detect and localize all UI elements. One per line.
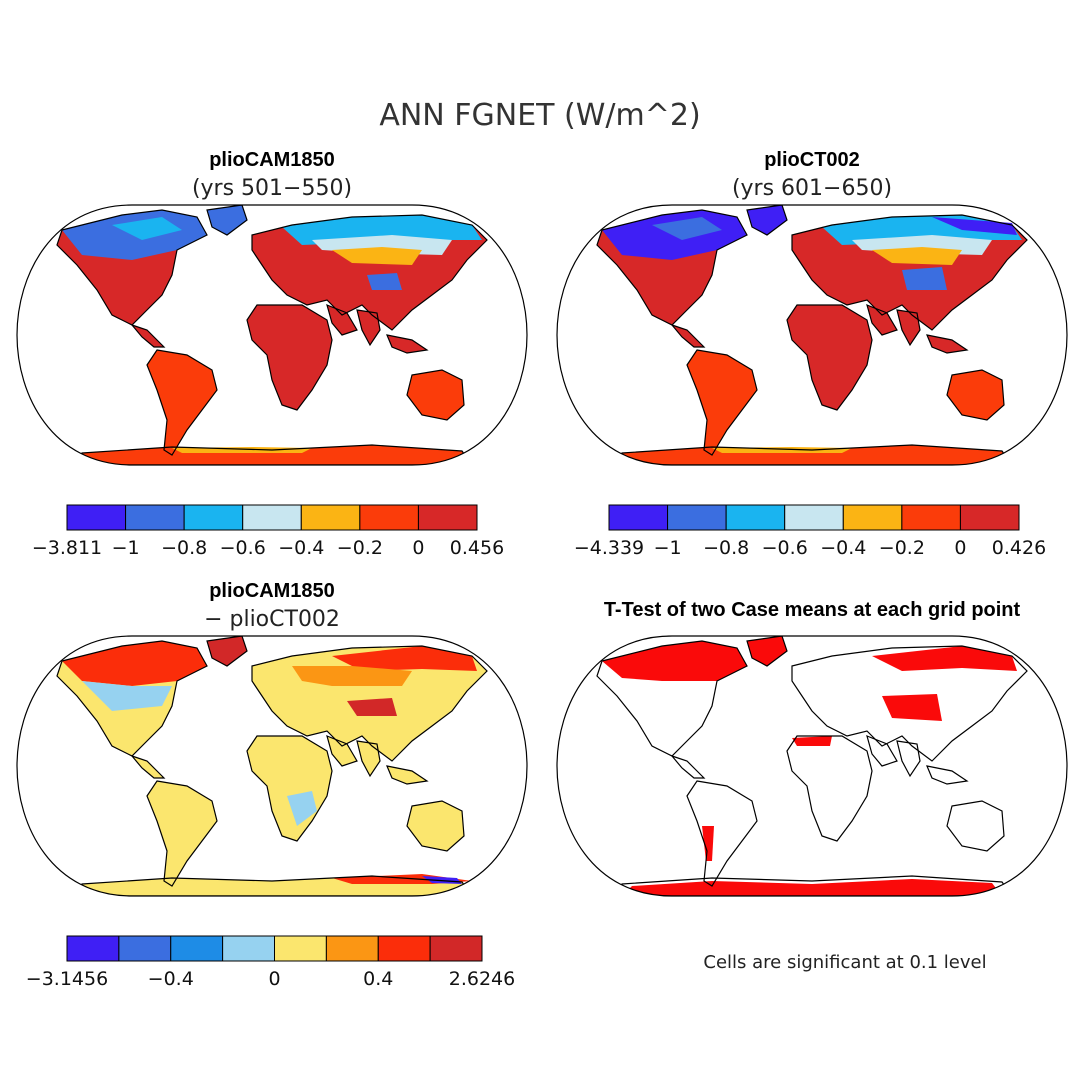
region-south-america <box>147 350 217 455</box>
colorbar-swatch <box>66 935 120 962</box>
panel-case2: plioCT002 (yrs 601−650) <box>556 149 1068 559</box>
region-eurasia-north <box>282 215 482 245</box>
colorbar-swatch <box>359 504 419 531</box>
colorbar-swatch <box>784 504 844 531</box>
panel-case1-subtitle: (yrs 501−550) <box>192 176 352 201</box>
region-australia <box>947 370 1004 420</box>
colorbar-tick-label: −0.8 <box>703 537 749 559</box>
colorbar-swatch <box>242 504 302 531</box>
panel-case1: plioCAM1850 (yrs 501−550) <box>16 149 528 559</box>
sig-region-na-north <box>602 641 747 681</box>
region-na-ice <box>652 217 722 240</box>
colorbar-tick-label: 0 <box>954 537 966 559</box>
colorbar-swatch <box>608 504 669 531</box>
region-asia-orange <box>332 247 422 265</box>
region-antarctica <box>612 445 1012 465</box>
region-na-mid <box>82 681 172 711</box>
region-australia <box>407 370 464 420</box>
sig-region-eurasia-north <box>872 646 1017 671</box>
colorbar-tick-label: 0.456 <box>450 537 504 559</box>
panel-diff-map <box>16 635 528 897</box>
colorbar-swatch <box>667 504 727 531</box>
sig-region-central-asia <box>882 694 942 721</box>
region-africa-blue <box>287 791 317 826</box>
region-tibet <box>367 273 402 290</box>
panel-diff-title: plioCAM1850 <box>209 580 335 602</box>
colorbar-swatch <box>417 504 478 531</box>
sig-region-africa-north <box>792 736 832 746</box>
panel-ttest: T-Test of two Case means at each grid po… <box>556 599 1068 973</box>
panel-case1-map <box>16 204 528 466</box>
region-tibet <box>902 267 947 290</box>
colorbar-tick-label: 0 <box>268 968 280 990</box>
colorbar-tick-label: −0.2 <box>337 537 383 559</box>
colorbar-tick-label: 0.426 <box>992 537 1046 559</box>
colorbar-tick-label: −1 <box>654 537 682 559</box>
panel-case1-title: plioCAM1850 <box>209 149 335 171</box>
colorbar-swatch <box>842 504 903 531</box>
region-antarctica <box>72 445 472 465</box>
colorbar-tick-label: 2.6246 <box>449 968 515 990</box>
region-eurasia-orange <box>292 666 412 686</box>
colorbar-tick-label: −0.6 <box>220 537 266 559</box>
colorbar-tick-label: −0.2 <box>879 537 925 559</box>
colorbar-tick-label: −0.8 <box>161 537 207 559</box>
colorbar-swatch <box>325 935 379 962</box>
colorbar-tick-label: −0.4 <box>278 537 324 559</box>
region-antarctica-blue <box>422 876 462 884</box>
region-eurasia-far-north <box>932 217 1017 235</box>
panel-case1-colorbar: −3.811 −1 −0.8 −0.6 −0.4 −0.2 0 0.456 <box>32 504 504 559</box>
colorbar-tick-label: −0.4 <box>148 968 194 990</box>
colorbar-tick-label: −0.6 <box>762 537 808 559</box>
colorbar-swatch <box>183 504 244 531</box>
panel-case2-title: plioCT002 <box>764 149 860 171</box>
panel-case2-subtitle: (yrs 601−650) <box>732 176 892 201</box>
panel-ttest-title: T-Test of two Case means at each grid po… <box>604 599 1021 621</box>
colorbar-swatch <box>274 935 327 962</box>
sig-region-south-america <box>702 826 714 861</box>
colorbar-tick-label: −1 <box>112 537 140 559</box>
colorbar-tick-label: −3.811 <box>32 537 102 559</box>
colorbar-swatch <box>66 504 127 531</box>
sig-region-antarctica <box>622 879 1002 896</box>
panel-ttest-note: Cells are significant at 0.1 level <box>703 952 986 973</box>
region-south-america <box>687 350 757 455</box>
colorbar-swatch <box>125 504 185 531</box>
region-eurasia-north <box>332 646 477 671</box>
panel-ttest-map <box>556 635 1068 897</box>
panel-diff-subtitle: − plioCT002 <box>204 607 340 632</box>
colorbar-tick-label: −3.1456 <box>26 968 108 990</box>
colorbar-swatch <box>377 935 431 962</box>
colorbar-tick-label: 0 <box>412 537 424 559</box>
panel-diff: plioCAM1850 − plioCT002 −3.1456 −0.4 0 0.4 2… <box>16 580 528 990</box>
panel-diff-colorbar: −3.1456 −0.4 0 0.4 2.6246 <box>26 935 515 990</box>
colorbar-swatch <box>222 935 275 962</box>
colorbar-swatch <box>429 935 483 962</box>
panel-case2-map <box>556 204 1068 466</box>
colorbar-swatch <box>725 504 786 531</box>
colorbar-tick-label: −0.4 <box>820 537 866 559</box>
colorbar-swatch <box>901 504 961 531</box>
region-na-ice <box>112 217 182 240</box>
colorbar-swatch <box>170 935 224 962</box>
colorbar-tick-label: −4.339 <box>574 537 644 559</box>
colorbar-swatch <box>959 504 1020 531</box>
figure-title: ANN FGNET (W/m^2) <box>379 98 700 133</box>
panel-case2-colorbar: −4.339 −1 −0.8 −0.6 −0.4 −0.2 0 0.426 <box>574 504 1046 559</box>
region-asia-orange <box>872 247 962 265</box>
colorbar-swatch <box>300 504 361 531</box>
colorbar-swatch <box>118 935 172 962</box>
region-central-asia <box>347 698 397 716</box>
colorbar-tick-label: 0.4 <box>363 968 393 990</box>
